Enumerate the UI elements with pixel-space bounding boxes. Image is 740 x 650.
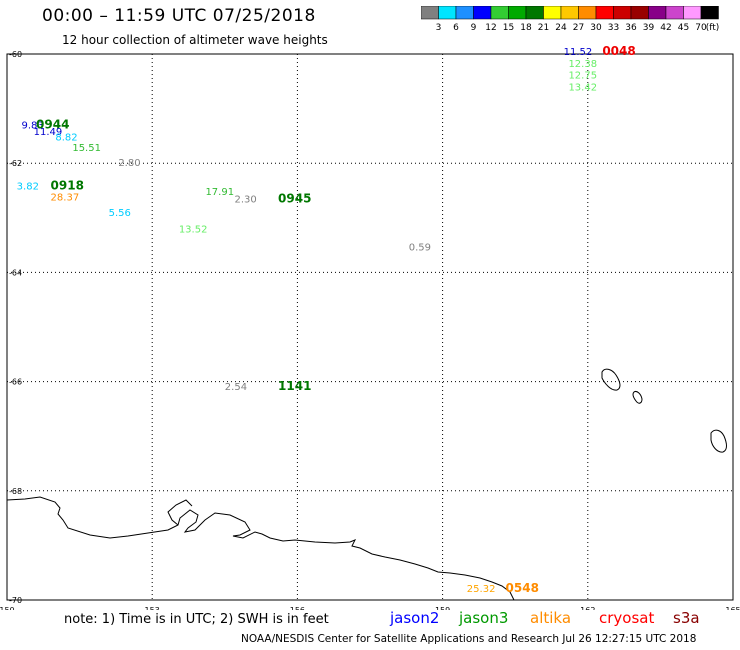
wave-height-value: 28.37 [51, 192, 80, 203]
pass-time-label: 0918 [51, 178, 84, 192]
pass-time-label: 0048 [602, 44, 635, 58]
legend-jason3: jason3 [459, 609, 509, 627]
wave-height-value: 12.75 [568, 71, 597, 82]
colorbar-unit: (ft) [706, 23, 720, 33]
wave-height-value: 15.51 [72, 143, 101, 154]
latitude-label: -68 [9, 487, 22, 496]
colorbar-label: 36 [625, 23, 637, 33]
wave-height-colorbar: 3 6 9 12 15 18 21 24 27 30 33 36 39 42 45 70(ft) [421, 6, 720, 33]
colorbar-label: 3 [436, 23, 442, 33]
coastline [6, 368, 727, 601]
colorbar-label: 21 [538, 23, 549, 33]
wave-height-value: 0.59 [409, 243, 431, 254]
colorbar-label: 70 [695, 23, 707, 33]
wave-height-value: 12.38 [568, 59, 597, 70]
colorbar-label: 45 [678, 23, 689, 33]
wave-height-value: 25.32 [467, 584, 496, 595]
balleny-island-1 [601, 368, 621, 391]
longitude-label: 150 [0, 606, 15, 610]
legend-s3a: s3a [673, 609, 700, 627]
latitude-label: -64 [9, 268, 22, 277]
latitude-label: -60 [9, 50, 22, 59]
map-axis-labels: 150 153 156 159 162 165 -60 -62 -64 -66 -68 -70 [0, 50, 740, 610]
wave-height-value: 3.82 [17, 181, 39, 192]
legend-cryosat: cryosat [599, 609, 655, 627]
legend-altika: altika [530, 609, 572, 627]
wave-height-value: 8.82 [55, 132, 77, 143]
longitude-label: 159 [435, 606, 450, 610]
credit-line: NOAA/NESDIS Center for Satellite Applica… [241, 633, 697, 645]
latitude-label: -70 [9, 596, 22, 605]
pass-time-label: 0548 [506, 581, 539, 595]
colorbar-label: 9 [471, 23, 477, 33]
pass-time-label: 0944 [36, 117, 69, 131]
map-subtitle: 12 hour collection of altimeter wave hei… [62, 33, 328, 47]
wave-height-value: 2.54 [225, 382, 247, 393]
pass-time-label: 1141 [278, 379, 311, 393]
wave-height-value: 2.30 [234, 195, 256, 206]
wave-height-value: 17.91 [205, 187, 234, 198]
longitude-label: 153 [145, 606, 160, 610]
colorbar-label: 24 [555, 23, 567, 33]
footnote: note: 1) Time is in UTC; 2) SWH is in fe… [64, 612, 329, 627]
latitude-label: -66 [9, 378, 22, 387]
antarctic-coastline [6, 496, 515, 601]
wave-height-value: 11.52 [564, 47, 593, 58]
map-frame [6, 53, 734, 601]
wave-height-value: 2.80 [118, 158, 140, 169]
colorbar-label: 12 [485, 23, 496, 33]
coast-inlet-1 [167, 499, 193, 526]
longitude-label: 156 [290, 606, 305, 610]
legend-jason2: jason2 [390, 609, 440, 627]
map-gridlines [7, 54, 733, 600]
longitude-label: 162 [580, 606, 595, 610]
colorbar-label: 39 [643, 23, 655, 33]
colorbar-label: 6 [453, 23, 459, 33]
wave-height-value: 5.56 [109, 208, 131, 219]
longitude-label: 165 [725, 606, 740, 610]
colorbar-label: 42 [660, 23, 671, 33]
colorbar-label: 15 [503, 23, 514, 33]
colorbar-label: 33 [608, 23, 619, 33]
map-title: 00:00 – 11:59 UTC 07/25/2018 [42, 6, 316, 26]
colorbar-label: 18 [520, 23, 532, 33]
pass-time-label: 0945 [278, 192, 311, 206]
colorbar-swatch [700, 6, 719, 20]
altimeter-map: 150 153 156 159 162 165 -60 -62 -64 -66 -68 -70 11.… [0, 44, 740, 610]
latitude-label: -62 [9, 159, 22, 168]
wave-height-value: 13.42 [568, 83, 597, 94]
wave-height-value: 11.49 [34, 127, 63, 138]
balleny-island-2 [632, 391, 643, 404]
balleny-island-3 [710, 429, 727, 453]
wave-height-value: 9.83 [22, 120, 44, 131]
colorbar-label: 30 [590, 23, 602, 33]
colorbar-label: 27 [573, 23, 584, 33]
wave-height-value: 13.52 [179, 225, 208, 236]
